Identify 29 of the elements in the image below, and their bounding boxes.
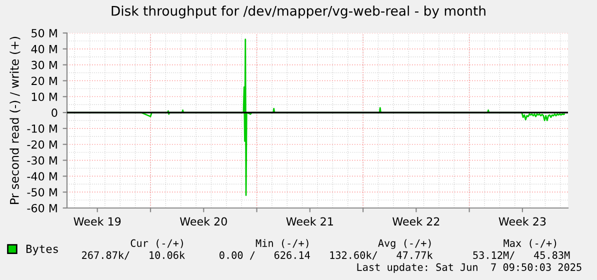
y-tick-label: -50 M: [27, 188, 57, 196]
text: Last update: Sat Jun 7 09:50:03 2025: [357, 263, 582, 273]
y-axis-title: Pr second read (-) / write (+): [10, 36, 20, 204]
chart-title: Disk throughput for /dev/mapper/vg-web-real - by month: [112, 6, 486, 18]
text: Cur (-/+): [130, 239, 183, 248]
legend-label: Bytes: [26, 244, 58, 256]
y-tick-label: -30 M: [27, 156, 57, 165]
y-tick-label: 20 M: [32, 76, 57, 86]
x-tick-label: Week 20: [180, 217, 227, 226]
y-tick-label: 10 M: [32, 92, 57, 102]
y-tick-label: -60 M: [27, 204, 57, 212]
x-tick-label: Week 21: [286, 217, 333, 226]
x-tick-label: Week 19: [74, 217, 121, 226]
text: 0.00 / 626.14: [220, 251, 310, 260]
y-tick-label: -40 M: [27, 172, 57, 181]
y-tick-label: 50 M: [32, 28, 57, 38]
x-tick-label: Week 22: [392, 217, 440, 226]
x-tick-label: Week 23: [498, 217, 546, 226]
y-tick-label: 0: [52, 108, 58, 117]
text: Avg (-/+): [378, 239, 431, 249]
y-tick-label: 40 M: [31, 44, 57, 54]
y-tick-label: 30 M: [32, 60, 57, 70]
y-tick-label: -10 M: [27, 124, 57, 133]
text: Min (-/+): [256, 239, 308, 248]
text: 132.60k/ 47.77k: [330, 251, 433, 260]
text: 267.87k/ 10.06k: [82, 251, 185, 260]
text: 53.12M/ 45.83M: [473, 251, 570, 260]
y-tick-label: -20 M: [27, 140, 57, 149]
text: Max (-/+): [504, 239, 556, 248]
